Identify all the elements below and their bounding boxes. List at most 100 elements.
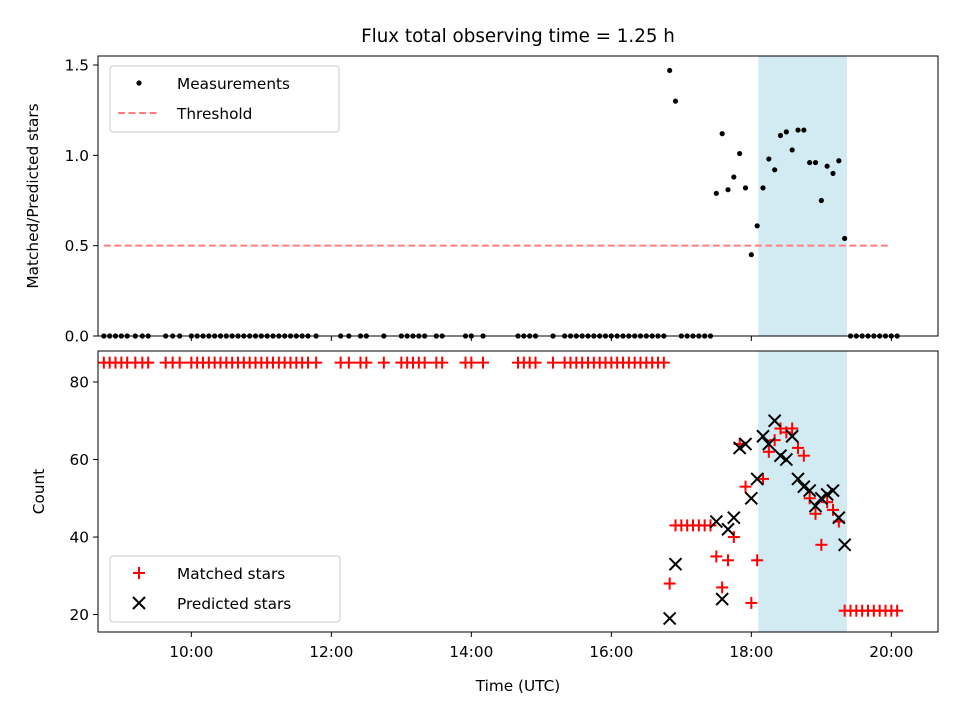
data-point (377, 356, 390, 369)
data-point (716, 581, 729, 594)
legend-box-top (109, 65, 340, 133)
data-point (768, 434, 781, 447)
data-point (777, 132, 784, 139)
legend-top: Measurements Threshold (109, 65, 340, 133)
series-predicted-stars (662, 414, 852, 626)
highlight-span-top (758, 56, 847, 336)
data-point (836, 158, 842, 164)
data-point (732, 441, 747, 455)
data-point (785, 429, 799, 443)
data-point (808, 499, 823, 513)
data-point (803, 492, 816, 505)
y-tick-label: 1.5 (65, 57, 89, 75)
data-point (742, 185, 749, 191)
data-point (891, 604, 904, 617)
y-tick-label: 60 (70, 451, 89, 469)
data-point (709, 514, 724, 529)
data-point (465, 356, 478, 369)
data-point (727, 531, 740, 544)
legend-label-measurements: Measurements (177, 75, 290, 93)
data-point (342, 356, 355, 369)
data-point (786, 422, 799, 435)
y-ticks-bottom: 20 40 60 80 (70, 374, 98, 624)
data-point (772, 167, 778, 173)
x-tick-label: 18:00 (729, 643, 773, 661)
x-tick-label: 14:00 (449, 643, 493, 661)
data-point (748, 252, 754, 258)
data-point (719, 131, 725, 137)
data-point (751, 554, 764, 567)
x-tick-label: 12:00 (309, 643, 353, 661)
data-point (797, 479, 811, 494)
x-axis-label: Time (UTC) (475, 677, 561, 695)
x-tick-label: 20:00 (869, 643, 913, 661)
data-point (795, 127, 801, 133)
data-point (783, 129, 789, 135)
data-point (797, 449, 810, 462)
data-point (721, 522, 735, 536)
data-point (812, 159, 819, 166)
data-point (802, 483, 817, 498)
data-point (821, 496, 834, 509)
legend-marker-predicted (132, 596, 146, 610)
legend-marker-measurements (136, 80, 142, 86)
legend-box-bottom (109, 555, 341, 623)
data-point (832, 510, 846, 525)
data-point (827, 503, 839, 516)
data-point (791, 472, 805, 486)
data-point (657, 356, 670, 369)
data-point (814, 491, 829, 505)
y-tick-label: 80 (70, 374, 89, 392)
data-point (754, 223, 760, 229)
data-point (824, 163, 830, 169)
data-point (826, 483, 840, 498)
legend-label-threshold: Threshold (176, 105, 252, 123)
legend-label-matched: Matched stars (177, 565, 285, 583)
data-point (477, 356, 489, 369)
y-tick-label: 0.5 (65, 237, 89, 255)
data-point (837, 538, 852, 552)
data-point (727, 510, 741, 525)
data-point (547, 356, 559, 369)
data-point (760, 185, 766, 191)
data-point (418, 356, 431, 369)
data-point (360, 356, 373, 369)
y-tick-label: 0.0 (65, 328, 89, 346)
axes-frame-bottom (97, 350, 939, 633)
data-point (779, 452, 794, 467)
data-point (731, 174, 737, 180)
data-point (725, 187, 731, 193)
data-point (762, 445, 775, 458)
data-point (662, 611, 677, 626)
data-point (529, 356, 542, 369)
y-tick-label: 40 (70, 529, 89, 547)
series-bottom (97, 356, 904, 626)
data-point (809, 507, 822, 520)
data-point (766, 156, 772, 162)
data-point (745, 596, 758, 609)
y-ticks-top: 0.0 0.5 1.0 1.5 (65, 57, 98, 346)
chart-title: Flux total observing time = 1.25 h (361, 26, 675, 47)
data-point (737, 150, 743, 157)
data-point (773, 448, 788, 463)
legend-bottom: Matched stars Predicted stars (109, 555, 341, 623)
data-point (715, 592, 729, 606)
data-point (767, 414, 782, 428)
data-point (672, 98, 679, 104)
x-ticks-bottom: 10:00 12:00 14:00 16:00 18:00 20:00 (169, 632, 913, 661)
data-point (830, 170, 836, 177)
data-point (815, 538, 828, 551)
legend-label-predicted: Predicted stars (177, 595, 291, 613)
axes-frame-top (97, 55, 939, 337)
data-point (738, 437, 753, 451)
data-point (710, 550, 723, 563)
data-point (750, 472, 764, 486)
data-point (744, 491, 759, 505)
data-point (756, 429, 770, 443)
data-point (722, 554, 734, 567)
data-point (739, 480, 752, 493)
data-point (142, 356, 155, 369)
data-point (667, 67, 673, 74)
